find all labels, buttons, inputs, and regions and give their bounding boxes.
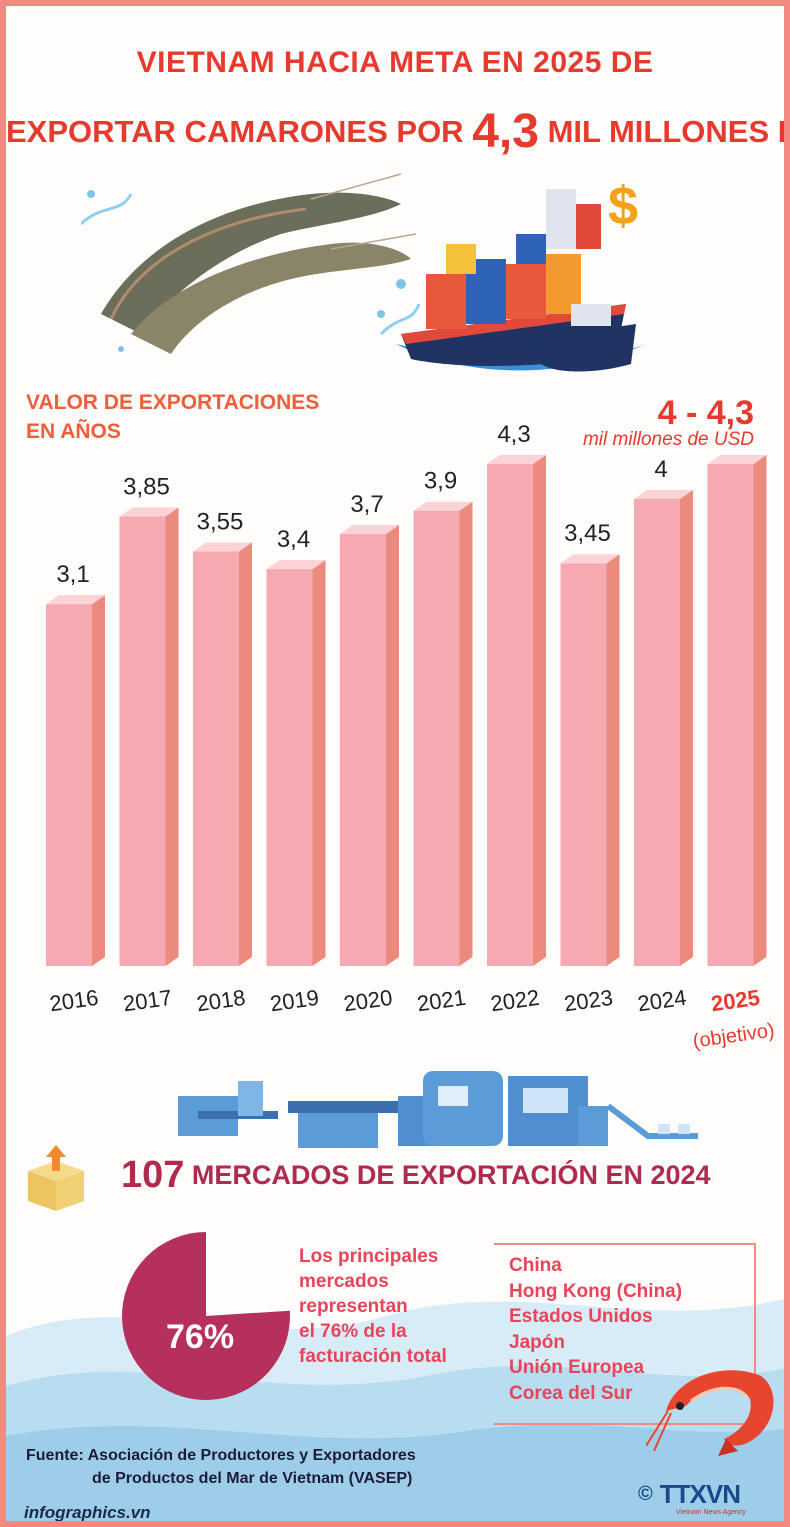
category-label-2019: 2019 <box>268 985 320 1017</box>
market-item: Japón <box>509 1331 565 1353</box>
chart-section-label: VALOR DE EXPORTACIONES EN AÑOS <box>26 388 319 446</box>
source-line-2: de Productos del Mar de Vietnam (VASEP) <box>92 1470 413 1487</box>
shrimp-illustration <box>81 173 421 354</box>
section-line-2: EN AÑOS <box>26 420 121 443</box>
bar-2022 <box>487 464 533 966</box>
category-label-2017: 2017 <box>121 985 173 1017</box>
bar-top-2022 <box>487 455 546 464</box>
bar-side-2020 <box>386 525 399 966</box>
box-export-icon <box>28 1145 84 1211</box>
bar-side-2019 <box>312 560 326 966</box>
bar-top-2021 <box>413 501 473 511</box>
bar-side-2023 <box>606 554 620 966</box>
category-label-2024: 2024 <box>636 985 688 1017</box>
source-note: Fuente: Asociación de Productores y Expo… <box>26 1444 416 1490</box>
description-line: Los principales <box>299 1246 439 1267</box>
bar-top-2016 <box>46 595 105 605</box>
title-highlight: 4,3 <box>472 105 539 158</box>
target-range: 4 - 4,3 <box>657 394 754 432</box>
ttxvn-logo: © TTXVN <box>638 1479 741 1510</box>
markets-heading: 107 MERCADOS DE EXPORTACIÓN EN 2024 <box>121 1154 711 1197</box>
copyright-icon: © <box>638 1483 653 1505</box>
logo-subtitle: Vietnam News Agency <box>676 1509 746 1516</box>
bar-side-2022 <box>533 455 546 966</box>
markets-title-text: MERCADOS DE EXPORTACIÓN EN 2024 <box>191 1160 711 1190</box>
value-label-2021: 3,9 <box>424 468 457 495</box>
market-share-pie <box>122 1232 290 1400</box>
value-label-2022: 4,3 <box>497 421 530 448</box>
value-label-2018: 3,55 <box>197 509 244 536</box>
market-item: Corea del Sur <box>509 1382 633 1404</box>
bar-top-2023 <box>560 554 620 564</box>
market-item: Estados Unidos <box>509 1306 653 1327</box>
value-label-2019: 3,4 <box>277 526 310 553</box>
share-description: Los principales mercados representan el … <box>299 1244 479 1369</box>
title-post: MIL MILLONES DE USD <box>547 114 784 149</box>
description-line: mercados <box>299 1271 389 1292</box>
bar-2019 <box>266 569 313 966</box>
target-note-label: (objetivo) <box>691 1019 776 1052</box>
bar-side-2025 <box>753 455 767 966</box>
export-bar-chart: 3,1 2016 3,85 2017 3,55 2018 3,4 2019 3,7 2020 3,9… <box>46 421 776 1053</box>
bar-2017 <box>119 516 166 966</box>
bar-2024 <box>634 499 680 966</box>
target-callout: 4 - 4,3 mil millones de USD <box>583 394 754 451</box>
bar-2020 <box>340 534 386 966</box>
bar-side-2018 <box>239 542 252 966</box>
bar-top-2019 <box>266 560 326 570</box>
section-line-1: VALOR DE EXPORTACIONES <box>26 391 320 414</box>
bar-2025 <box>707 464 754 966</box>
pie-slice-76 <box>122 1232 290 1400</box>
title-pre: EXPORTAR CAMARONES POR <box>6 114 464 149</box>
cargo-ship-illustration: $ <box>396 176 646 372</box>
source-line-1: Fuente: Asociación de Productores y Expo… <box>26 1447 416 1464</box>
bar-2018 <box>193 551 239 966</box>
category-label-2021: 2021 <box>415 985 467 1017</box>
bar-side-2021 <box>459 501 473 966</box>
bar-2016 <box>46 604 92 966</box>
bar-side-2024 <box>680 490 693 966</box>
value-label-2016: 3,1 <box>56 561 89 588</box>
logo-text: TTXVN <box>659 1479 741 1509</box>
bar-2021 <box>413 510 460 966</box>
svg-text:$: $ <box>608 176 638 236</box>
value-label-2024: 4 <box>654 456 667 483</box>
red-shrimp-illustration <box>646 1370 774 1456</box>
description-line: representan <box>299 1296 408 1317</box>
bar-side-2017 <box>165 507 179 966</box>
title-line-2: EXPORTAR CAMARONES POR 4,3 MIL MILLONES … <box>6 104 784 159</box>
category-label-2025: 2025 <box>709 985 761 1017</box>
bar-top-2020 <box>340 525 399 535</box>
market-item: Unión Europea <box>509 1357 645 1378</box>
markets-list-frame <box>494 1243 756 1425</box>
title-line-1: VIETNAM HACIA META EN 2025 DE <box>136 46 654 79</box>
description-line: facturación total <box>299 1346 447 1367</box>
value-label-2020: 3,7 <box>350 491 383 518</box>
category-label-2022: 2022 <box>489 985 541 1017</box>
factory-line-illustration <box>178 1071 698 1148</box>
bar-top-2017 <box>119 507 179 517</box>
bar-top-2018 <box>193 542 252 552</box>
value-label-2017: 3,85 <box>123 474 170 501</box>
category-label-2016: 2016 <box>48 985 100 1017</box>
bar-2023 <box>560 563 607 966</box>
category-label-2018: 2018 <box>195 985 247 1017</box>
markets-list: China Hong Kong (China) Estados Unidos J… <box>509 1253 682 1406</box>
market-item: China <box>509 1255 562 1276</box>
market-item: Hong Kong (China) <box>509 1280 683 1302</box>
description-line: el 76% de la <box>299 1321 407 1342</box>
target-unit: mil millones de USD <box>582 429 754 450</box>
markets-count: 107 <box>121 1154 185 1196</box>
category-label-2020: 2020 <box>342 985 394 1017</box>
value-label-2023: 3,45 <box>564 520 611 547</box>
pie-percent-label: 76% <box>166 1318 235 1356</box>
bar-side-2016 <box>92 595 105 966</box>
bar-top-2025 <box>707 455 767 464</box>
category-label-2023: 2023 <box>562 985 614 1017</box>
footer-site-link[interactable]: infographics.vn <box>24 1503 151 1522</box>
bar-top-2024 <box>634 490 693 500</box>
